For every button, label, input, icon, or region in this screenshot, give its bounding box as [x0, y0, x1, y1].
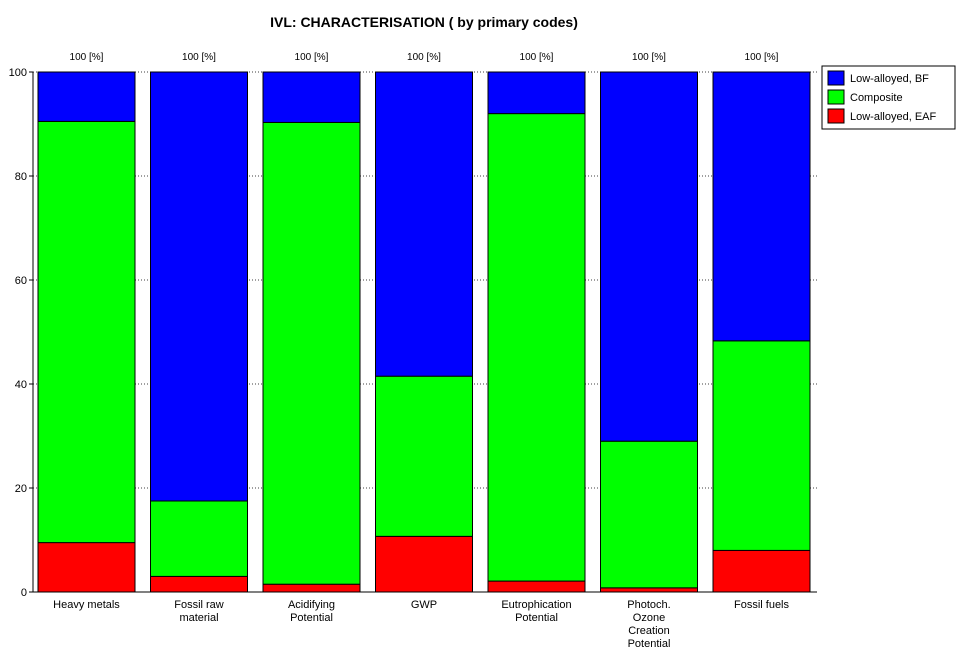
bar-segment	[262, 583, 361, 593]
bar-total-label: 100 [%]	[745, 52, 779, 63]
y-tick-label: 40	[15, 379, 27, 391]
category-label: Fossil raw material	[174, 599, 224, 624]
axes	[32, 72, 817, 593]
bar-segment	[375, 71, 473, 377]
y-tick-label: 20	[15, 483, 27, 495]
chart-title: IVL: CHARACTERISATION ( by primary codes…	[270, 14, 578, 30]
y-tick-label: 0	[21, 587, 27, 599]
category-label-line: Potential	[628, 638, 671, 650]
bar-segment	[150, 500, 248, 577]
category-label: Photoch. Ozone Creation Potential	[627, 599, 670, 650]
y-tick-label: 80	[15, 171, 27, 183]
bar-total-label: 100 [%]	[407, 52, 441, 63]
bar-segment	[37, 120, 136, 544]
category-label-line: Photoch.	[627, 599, 670, 611]
category-label-line: Heavy metals	[53, 599, 120, 611]
bar-segment	[712, 340, 811, 551]
category-label-line: Potential	[515, 612, 558, 624]
category-label: GWP	[411, 599, 437, 611]
bar-segment	[375, 535, 473, 593]
category-label: Acidifying Potential	[288, 599, 335, 624]
bar-segment	[262, 71, 361, 123]
bar-segment	[262, 121, 361, 585]
legend-label: Low-alloyed, EAF	[850, 111, 936, 123]
category-label-line: GWP	[411, 599, 437, 611]
bar-segment	[600, 440, 698, 589]
bar-total-label: 100 [%]	[295, 52, 329, 63]
y-tick-label: 60	[15, 275, 27, 287]
legend-swatch	[827, 70, 845, 86]
y-tick-label: 100	[9, 67, 27, 79]
category-label-line: Fossil fuels	[734, 599, 790, 611]
bar-segment	[375, 375, 473, 537]
category-label-line: Creation	[628, 625, 670, 637]
legend-swatch	[827, 108, 845, 124]
bar-total-label: 100 [%]	[182, 52, 216, 63]
category-label-line: Ozone	[633, 612, 665, 624]
legend: Low-alloyed, BF Composite Low-alloyed, EAF	[821, 65, 956, 130]
bar-total-label: 100 [%]	[70, 52, 104, 63]
category-label-line: material	[179, 612, 218, 624]
bars	[37, 71, 811, 593]
bar-segment	[712, 549, 811, 593]
bar-segment	[150, 71, 248, 502]
legend-swatch	[827, 89, 845, 105]
bar-segment	[37, 542, 136, 593]
bar-segment	[487, 580, 586, 593]
legend-label: Composite	[850, 92, 903, 104]
category-label-line: Potential	[290, 612, 333, 624]
bar-segment	[600, 71, 698, 442]
category-label: Heavy metals	[53, 599, 120, 611]
category-label-line: Fossil raw	[174, 599, 224, 611]
bar-total-labels: 100 [%] 100 [%] 100 [%] 100 [%] 100 [%] 100 […	[70, 52, 779, 63]
category-label-line: Eutrophication	[501, 599, 571, 611]
bar-segment	[150, 575, 248, 593]
category-label: Fossil fuels	[734, 599, 790, 611]
category-labels: Heavy metals Fossil raw material Acidifying…	[53, 599, 789, 650]
y-axis-ticks: 0 20 40 60 80 100	[9, 67, 33, 599]
bar-segment	[712, 71, 811, 342]
legend-label: Low-alloyed, BF	[850, 73, 929, 85]
bar-segment	[487, 71, 586, 115]
bar-total-label: 100 [%]	[632, 52, 666, 63]
bar-segment	[37, 71, 136, 122]
bar-total-label: 100 [%]	[520, 52, 554, 63]
category-label: Eutrophication Potential	[501, 599, 571, 624]
bar-segment	[487, 113, 586, 582]
bar-segment	[600, 587, 698, 593]
category-label-line: Acidifying	[288, 599, 335, 611]
